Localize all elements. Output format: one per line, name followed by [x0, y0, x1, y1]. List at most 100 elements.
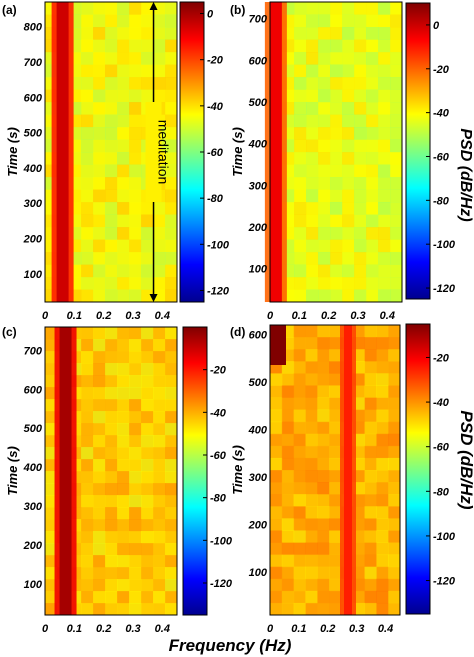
heatmap-cell [93, 339, 106, 352]
y-tick-label: 400 [23, 163, 43, 175]
heatmap-cell [105, 603, 118, 616]
heatmap-cell [153, 64, 166, 78]
heatmap-cell [105, 277, 118, 290]
heatmap-cell [388, 445, 401, 459]
heatmap-cell [165, 89, 178, 103]
heatmap-cell [105, 531, 118, 544]
heatmap-cell [294, 139, 307, 153]
heatmap-cell [93, 252, 106, 265]
heatmap-cell [305, 482, 318, 495]
heatmap-cell [165, 339, 178, 352]
heatmap-cell [141, 423, 154, 436]
heatmap-cell [141, 327, 154, 340]
heatmap-cell [117, 567, 130, 580]
heatmap-cell [342, 227, 355, 240]
heatmap-cell [306, 27, 319, 40]
heatmap-cell [281, 482, 295, 495]
heatmap-cell [293, 494, 306, 507]
heatmap-cell [293, 361, 306, 374]
heatmap-cell [165, 411, 178, 424]
heatmap-cell [366, 214, 379, 228]
heatmap-cell [281, 590, 295, 604]
heatmap-cell [342, 289, 355, 303]
heatmap-cell [153, 507, 166, 520]
heatmap-cell [93, 423, 106, 436]
heatmap-cell [378, 227, 391, 240]
heatmap-cell [376, 518, 389, 531]
heatmap-cell [318, 177, 331, 190]
heatmap-cell [366, 152, 379, 165]
heatmap-cell [388, 397, 401, 411]
heatmap-cell [317, 385, 330, 398]
heatmap-cell [153, 603, 166, 616]
heatmap-cell [45, 579, 58, 592]
heatmap-cell [306, 214, 319, 228]
heatmap-cell [388, 325, 401, 338]
heatmap-cell [81, 447, 94, 460]
heatmap-cell [117, 152, 130, 165]
heatmap-cell [129, 102, 142, 115]
heatmap-cell [129, 239, 142, 253]
heatmap-cell [329, 421, 342, 435]
x-tick-label: 0.2 [320, 623, 335, 635]
heatmap-cell [388, 590, 401, 604]
heatmap-cell [281, 566, 295, 580]
heatmap-cell [390, 77, 403, 90]
heatmap-cell [366, 77, 379, 90]
heatmap-cell [388, 494, 401, 507]
heatmap-cell [153, 387, 166, 400]
heatmap-cell [105, 2, 118, 15]
heatmap-cell [390, 252, 403, 265]
heatmap-cell [390, 2, 403, 15]
heatmap-cell [81, 102, 94, 115]
heatmap-cell [117, 579, 130, 592]
heatmap-cell [388, 373, 401, 386]
heatmap-cell [165, 555, 178, 568]
heatmap-cell [364, 445, 377, 459]
heatmap-cell [378, 114, 391, 128]
heatmap-cell [129, 483, 142, 496]
heatmap-cell [270, 385, 283, 398]
heatmap-cell [354, 139, 367, 153]
heatmap-cell [318, 77, 331, 90]
heatmap-cell [378, 2, 391, 15]
heatmap-cell [281, 409, 295, 423]
heatmap-cell [317, 518, 330, 531]
heatmap-cell [141, 459, 154, 472]
heatmap-cell [81, 327, 94, 340]
heatmap-cell [378, 177, 391, 190]
heatmap-cell [390, 289, 403, 303]
heatmap-cell [165, 39, 178, 53]
heatmap-cell [105, 591, 118, 604]
heatmap-cell [378, 252, 391, 265]
heatmap-cell [305, 385, 318, 398]
heatmap-cell [153, 519, 166, 532]
heatmap-cell [270, 506, 283, 519]
heatmap-cell [105, 177, 118, 190]
heatmap-cell [293, 482, 306, 495]
heatmap-cell [390, 277, 403, 290]
heatmap-cell [93, 603, 106, 616]
chart-panel: 0 0.1 0.2 0.3 0.4 100 200 300 400 500 600 700 800 Tim… [2, 1, 230, 322]
heatmap-cell [364, 421, 377, 435]
heatmap-cell [81, 579, 94, 592]
heatmap-cell [93, 277, 106, 290]
heatmap-cell [306, 102, 319, 115]
heatmap-cell [293, 325, 306, 338]
heatmap-cell [141, 39, 154, 53]
heatmap-cell [117, 531, 130, 544]
heatmap-cell [93, 435, 106, 448]
y-tick-label: 300 [249, 180, 268, 192]
heatmap-cell [117, 387, 130, 400]
heatmap-cell [93, 375, 106, 388]
heatmap-cell [129, 423, 142, 436]
heatmap-cell [129, 375, 142, 388]
heatmap-cell [81, 214, 94, 228]
heatmap-cell [81, 363, 94, 376]
heatmap-cell [81, 339, 94, 352]
heatmap-cell [305, 578, 318, 592]
heatmap-cell [93, 227, 106, 240]
heatmap-cell [45, 339, 58, 352]
colorbar-tick-label: -40 [433, 397, 450, 409]
y-tick-label: 600 [249, 330, 268, 342]
